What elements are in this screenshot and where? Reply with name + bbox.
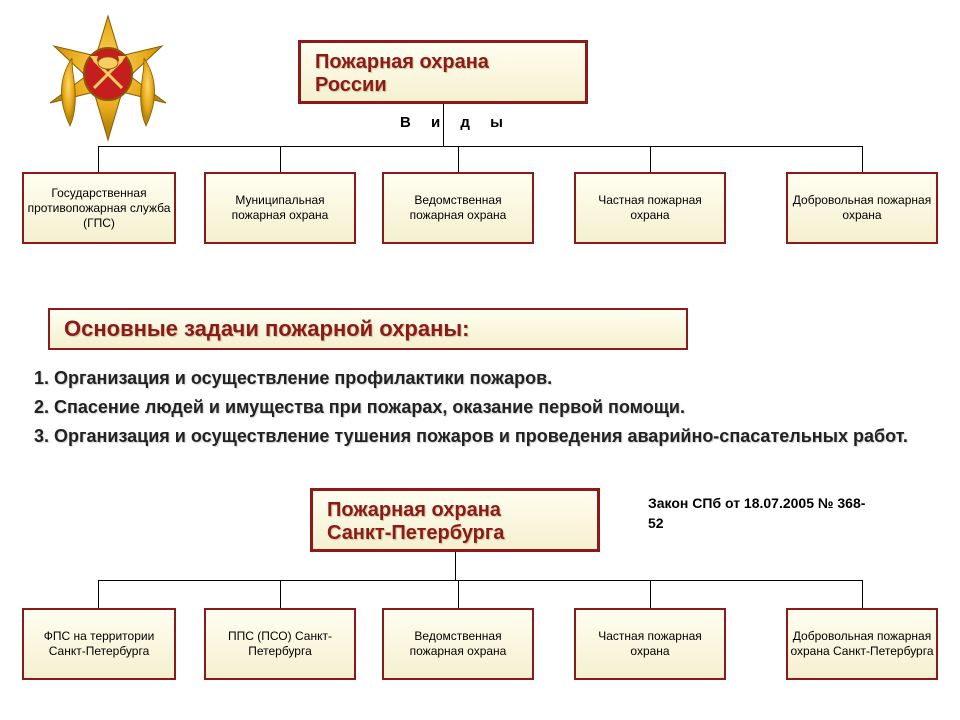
task-item-3: Организация и осуществление тушения пожа… (54, 423, 924, 450)
top-child-2: Ведомственная пожарная охрана (382, 172, 534, 244)
top-root-box: Пожарная охрана России (298, 40, 588, 104)
top-child-0: Государственная противопожарная служба (… (22, 172, 176, 244)
top-root-line2: России (315, 74, 571, 97)
top-root-line1: Пожарная охрана (315, 51, 571, 74)
bottom-root-box: Пожарная охрана Санкт-Петербурга (310, 488, 600, 552)
bottom-root-line2: Санкт-Петербурга (327, 522, 583, 545)
top-child-1: Муниципальная пожарная охрана (204, 172, 356, 244)
task-item-2: Спасение людей и имущества при пожарах, … (54, 394, 924, 421)
bottom-child-0: ФПС на территории Санкт-Петербурга (22, 608, 176, 680)
bottom-child-1: ППС (ПСО) Санкт-Петербурга (204, 608, 356, 680)
top-child-4: Добровольная пожарная охрана (786, 172, 938, 244)
bottom-root-line1: Пожарная охрана (327, 499, 583, 522)
tasks-list: Организация и осуществление профилактики… (54, 365, 924, 452)
bottom-child-3: Частная пожарная охрана (574, 608, 726, 680)
task-item-1: Организация и осуществление профилактики… (54, 365, 924, 392)
bottom-child-2: Ведомственная пожарная охрана (382, 608, 534, 680)
types-label: В и д ы (400, 114, 511, 131)
law-reference: Закон СПб от 18.07.2005 № 368-52 (648, 494, 868, 533)
emblem-icon (38, 8, 178, 148)
bottom-child-4: Добровольная пожарная охрана Санкт-Петер… (786, 608, 938, 680)
section-title: Основные задачи пожарной охраны: (48, 308, 688, 350)
top-child-3: Частная пожарная охрана (574, 172, 726, 244)
